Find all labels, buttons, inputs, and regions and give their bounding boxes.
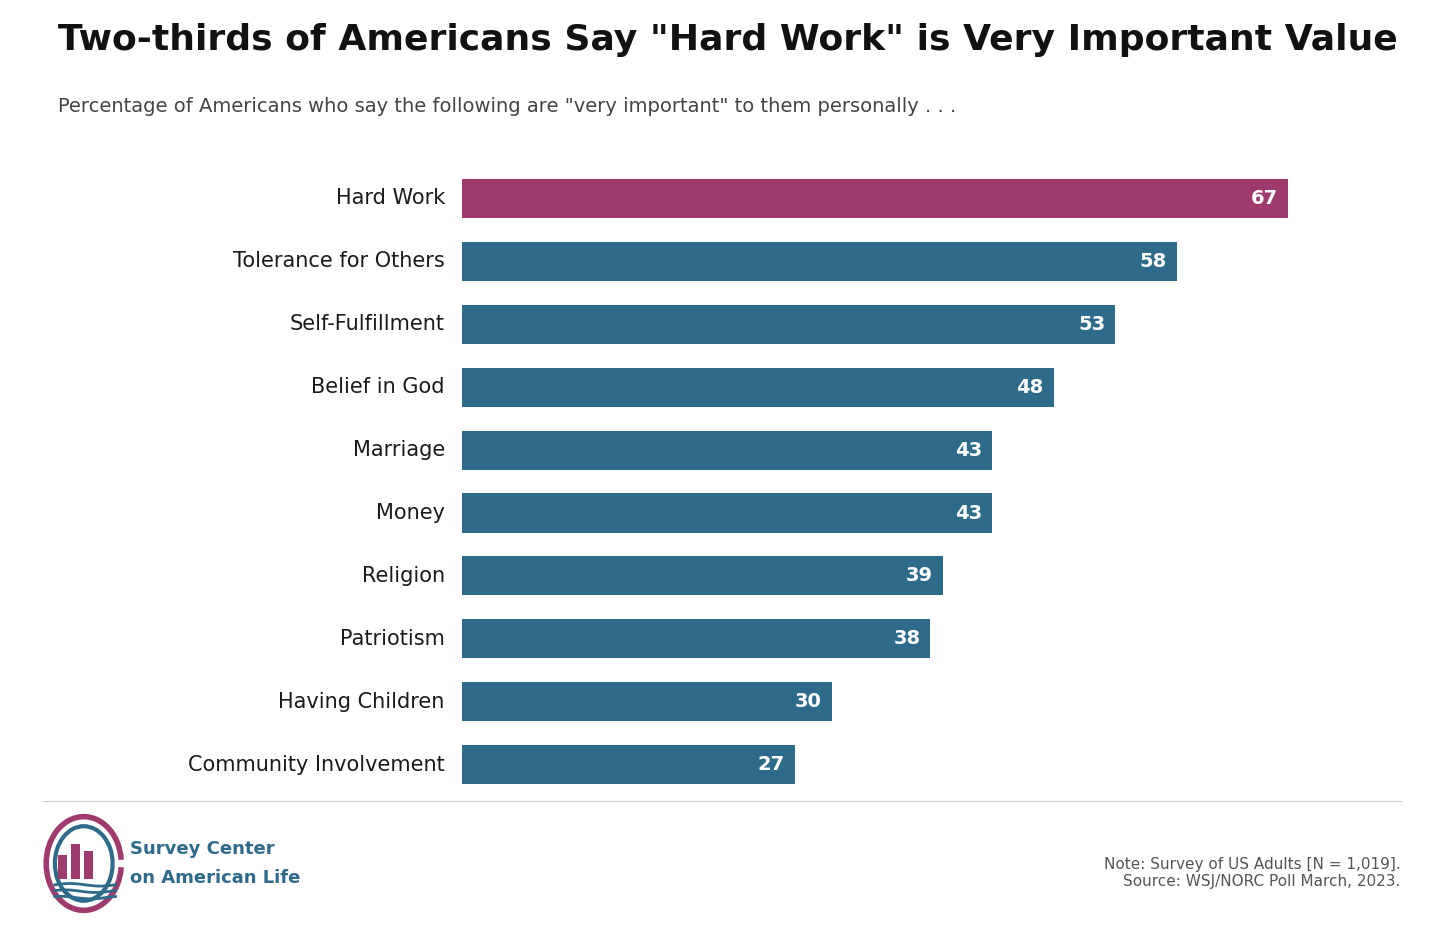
Text: Community Involvement: Community Involvement bbox=[188, 755, 445, 775]
Text: on American Life: on American Life bbox=[130, 870, 300, 887]
Bar bbox=[462, 305, 1115, 344]
Text: Note: Survey of US Adults [N = 1,019].
Source: WSJ/NORC Poll March, 2023.: Note: Survey of US Adults [N = 1,019]. S… bbox=[1103, 857, 1401, 889]
Text: Self-Fulfillment: Self-Fulfillment bbox=[290, 314, 445, 334]
Bar bbox=[84, 851, 92, 880]
Text: 39: 39 bbox=[905, 567, 933, 585]
Text: 58: 58 bbox=[1139, 252, 1167, 270]
Text: Belief in God: Belief in God bbox=[312, 377, 445, 397]
Text: Having Children: Having Children bbox=[279, 692, 445, 712]
Bar bbox=[462, 682, 832, 721]
Text: Two-thirds of Americans Say "Hard Work" is Very Important Value: Two-thirds of Americans Say "Hard Work" … bbox=[58, 23, 1398, 57]
Text: Money: Money bbox=[375, 503, 445, 523]
Text: 48: 48 bbox=[1017, 378, 1044, 396]
Bar bbox=[462, 368, 1054, 407]
Text: Survey Center: Survey Center bbox=[130, 840, 274, 857]
Text: 27: 27 bbox=[758, 756, 786, 774]
Bar bbox=[462, 745, 794, 784]
Bar bbox=[462, 179, 1288, 218]
Bar bbox=[462, 494, 992, 532]
Text: 43: 43 bbox=[954, 504, 982, 522]
Bar bbox=[71, 845, 79, 880]
Text: 53: 53 bbox=[1079, 315, 1105, 333]
Text: 43: 43 bbox=[954, 441, 982, 459]
Bar bbox=[58, 855, 66, 880]
Text: Religion: Religion bbox=[361, 566, 445, 586]
Bar bbox=[462, 242, 1177, 281]
Text: 30: 30 bbox=[796, 693, 822, 711]
Text: 38: 38 bbox=[894, 630, 920, 648]
Text: Marriage: Marriage bbox=[352, 440, 445, 460]
Bar bbox=[462, 557, 943, 595]
Bar bbox=[462, 431, 992, 469]
Text: Hard Work: Hard Work bbox=[335, 188, 445, 208]
Text: Percentage of Americans who say the following are "very important" to them perso: Percentage of Americans who say the foll… bbox=[58, 97, 956, 117]
Text: 67: 67 bbox=[1251, 189, 1278, 207]
Text: Patriotism: Patriotism bbox=[339, 629, 445, 649]
Text: Tolerance for Others: Tolerance for Others bbox=[232, 251, 445, 271]
Bar bbox=[462, 619, 930, 658]
